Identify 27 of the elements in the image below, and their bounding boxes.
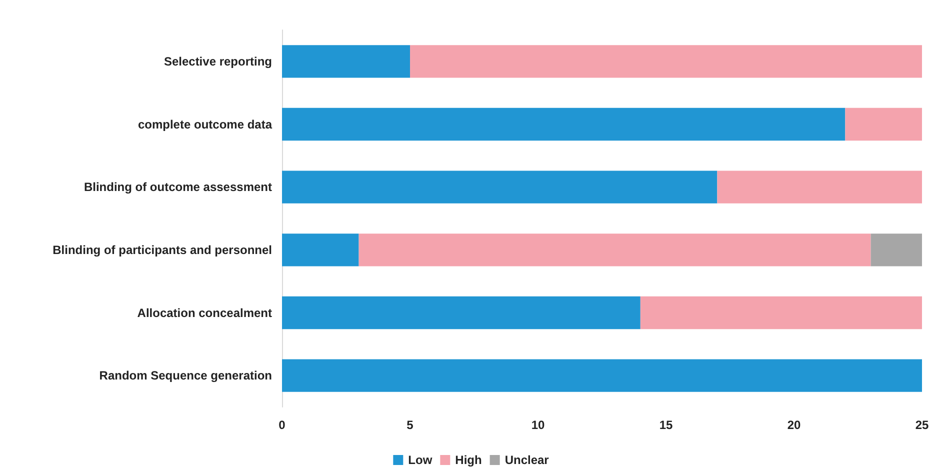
legend-label: Low <box>408 453 433 467</box>
x-tick-label: 15 <box>659 418 673 432</box>
x-tick-label: 20 <box>787 418 801 432</box>
x-tick-label: 10 <box>531 418 545 432</box>
legend-label: High <box>455 453 482 467</box>
bar <box>282 359 922 392</box>
bar <box>640 296 922 330</box>
x-tick-label: 5 <box>406 418 414 432</box>
bar <box>282 45 410 78</box>
y-tick-label: Random Sequence generation <box>99 368 272 383</box>
bar <box>282 234 359 266</box>
bar <box>358 234 871 266</box>
x-tick-label: 25 <box>915 418 929 432</box>
bar <box>717 170 922 204</box>
y-tick-label: Blinding of participants and personnel <box>52 242 272 257</box>
x-tick-label: 0 <box>278 418 286 432</box>
bar <box>410 45 922 78</box>
bar <box>282 296 640 330</box>
y-tick-label: Blinding of outcome assessment <box>84 180 272 194</box>
y-tick-label: complete outcome data <box>138 117 272 132</box>
y-tick-label: Allocation concealment <box>137 306 272 320</box>
legend-label: Unclear <box>504 453 550 467</box>
y-tick-label: Selective reporting <box>164 54 272 68</box>
bar <box>845 108 922 141</box>
bar <box>282 170 718 204</box>
bar <box>282 108 846 141</box>
bar <box>870 234 922 266</box>
